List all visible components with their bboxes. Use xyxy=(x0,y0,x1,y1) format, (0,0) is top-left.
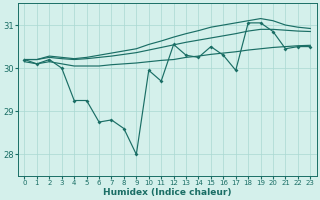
X-axis label: Humidex (Indice chaleur): Humidex (Indice chaleur) xyxy=(103,188,232,197)
